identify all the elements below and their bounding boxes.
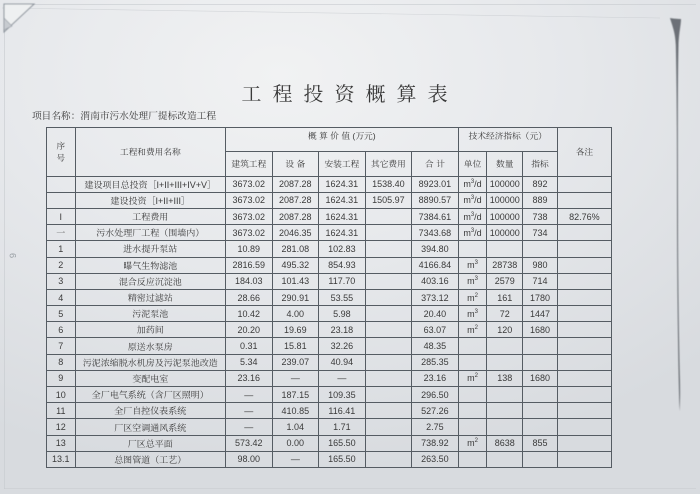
svg-text:9: 9	[8, 253, 18, 258]
